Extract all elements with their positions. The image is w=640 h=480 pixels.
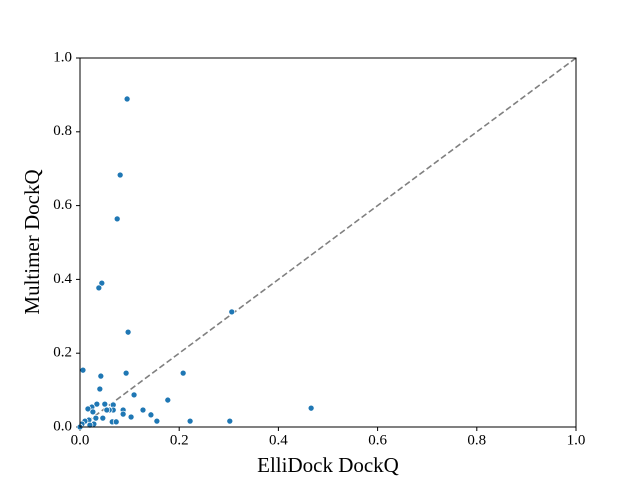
y-tick-label: 0.6 — [53, 197, 72, 213]
x-axis-label: ElliDock DockQ — [257, 453, 399, 477]
point — [139, 406, 147, 414]
y-tick-label: 0.8 — [53, 123, 72, 139]
y-tick-label: 0.2 — [53, 345, 72, 361]
point — [95, 284, 103, 292]
point — [186, 417, 194, 425]
point — [97, 372, 105, 380]
point — [96, 385, 104, 393]
point — [147, 411, 155, 419]
point — [124, 328, 132, 336]
diagonal-line — [79, 57, 577, 428]
y-tick-label: 1.0 — [53, 49, 72, 65]
point — [84, 405, 92, 413]
point — [93, 400, 101, 408]
x-tick-label: 1.0 — [567, 432, 586, 448]
y-tick-label: 0.4 — [53, 271, 72, 287]
point — [119, 410, 127, 418]
point — [112, 418, 120, 426]
point — [92, 414, 100, 422]
y-axis-label: Multimer DockQ — [20, 169, 44, 314]
point — [101, 400, 109, 408]
point — [228, 308, 236, 316]
point — [123, 95, 131, 103]
point — [89, 408, 97, 416]
point — [116, 171, 124, 179]
point — [164, 396, 172, 404]
point — [113, 215, 121, 223]
point — [79, 366, 87, 374]
point — [127, 413, 135, 421]
point — [130, 391, 138, 399]
x-tick-label: 0.2 — [170, 432, 189, 448]
x-tick-label: 0.0 — [71, 432, 90, 448]
point — [122, 369, 130, 377]
point — [153, 417, 161, 425]
point — [226, 417, 234, 425]
y-tick-label: 0.0 — [53, 418, 72, 434]
x-tick-label: 0.6 — [368, 432, 387, 448]
x-tick-label: 0.4 — [269, 432, 288, 448]
point — [179, 369, 187, 377]
point — [307, 404, 315, 412]
point — [99, 414, 107, 422]
x-tick-label: 0.8 — [467, 432, 486, 448]
plot-frame — [79, 57, 577, 428]
point — [103, 406, 111, 414]
point — [98, 279, 106, 287]
